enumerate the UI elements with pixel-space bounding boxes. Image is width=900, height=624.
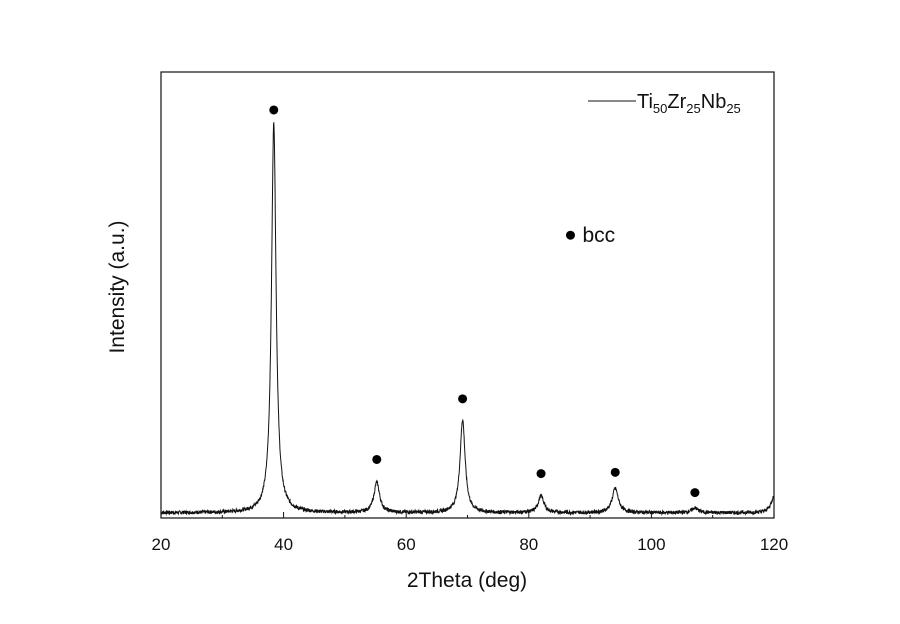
x-tick-label: 120 — [760, 535, 788, 554]
bcc-annotation-marker — [565, 230, 575, 240]
bcc-annotation-label: bcc — [582, 224, 615, 247]
legend-label-base1: Ti — [637, 91, 653, 113]
legend-label: Ti50Zr25Nb25 — [637, 91, 741, 116]
plot-frame — [160, 71, 775, 519]
x-tick-label: 100 — [637, 535, 665, 554]
peak-marker — [690, 488, 700, 498]
x-axis-ticks — [160, 512, 775, 518]
x-axis-tick-labels: 20 40 60 80 100 120 — [152, 535, 789, 554]
legend-label-base2: Zr — [667, 91, 686, 113]
xrd-series-line — [160, 122, 775, 517]
y-axis-title: Intensity (a.u.) — [106, 220, 129, 353]
peak-marker — [372, 454, 382, 464]
x-tick-label: 80 — [519, 535, 538, 554]
x-tick-label: 20 — [152, 535, 171, 554]
peak-marker — [536, 469, 546, 479]
legend-label-base3: Nb — [701, 91, 727, 113]
legend: Ti50Zr25Nb25 — [588, 91, 741, 116]
peak-marker — [610, 467, 620, 477]
x-tick-label: 60 — [397, 535, 416, 554]
x-tick-label: 40 — [274, 535, 293, 554]
peak-marker — [269, 105, 279, 115]
x-axis-title: 2Theta (deg) — [407, 569, 527, 592]
legend-label-sub3: 25 — [726, 101, 740, 116]
bcc-peak-markers — [269, 105, 700, 498]
legend-label-sub2: 25 — [686, 101, 700, 116]
peak-marker — [458, 394, 468, 404]
legend-label-sub1: 50 — [653, 101, 667, 116]
bcc-annotation: bcc — [565, 224, 615, 247]
